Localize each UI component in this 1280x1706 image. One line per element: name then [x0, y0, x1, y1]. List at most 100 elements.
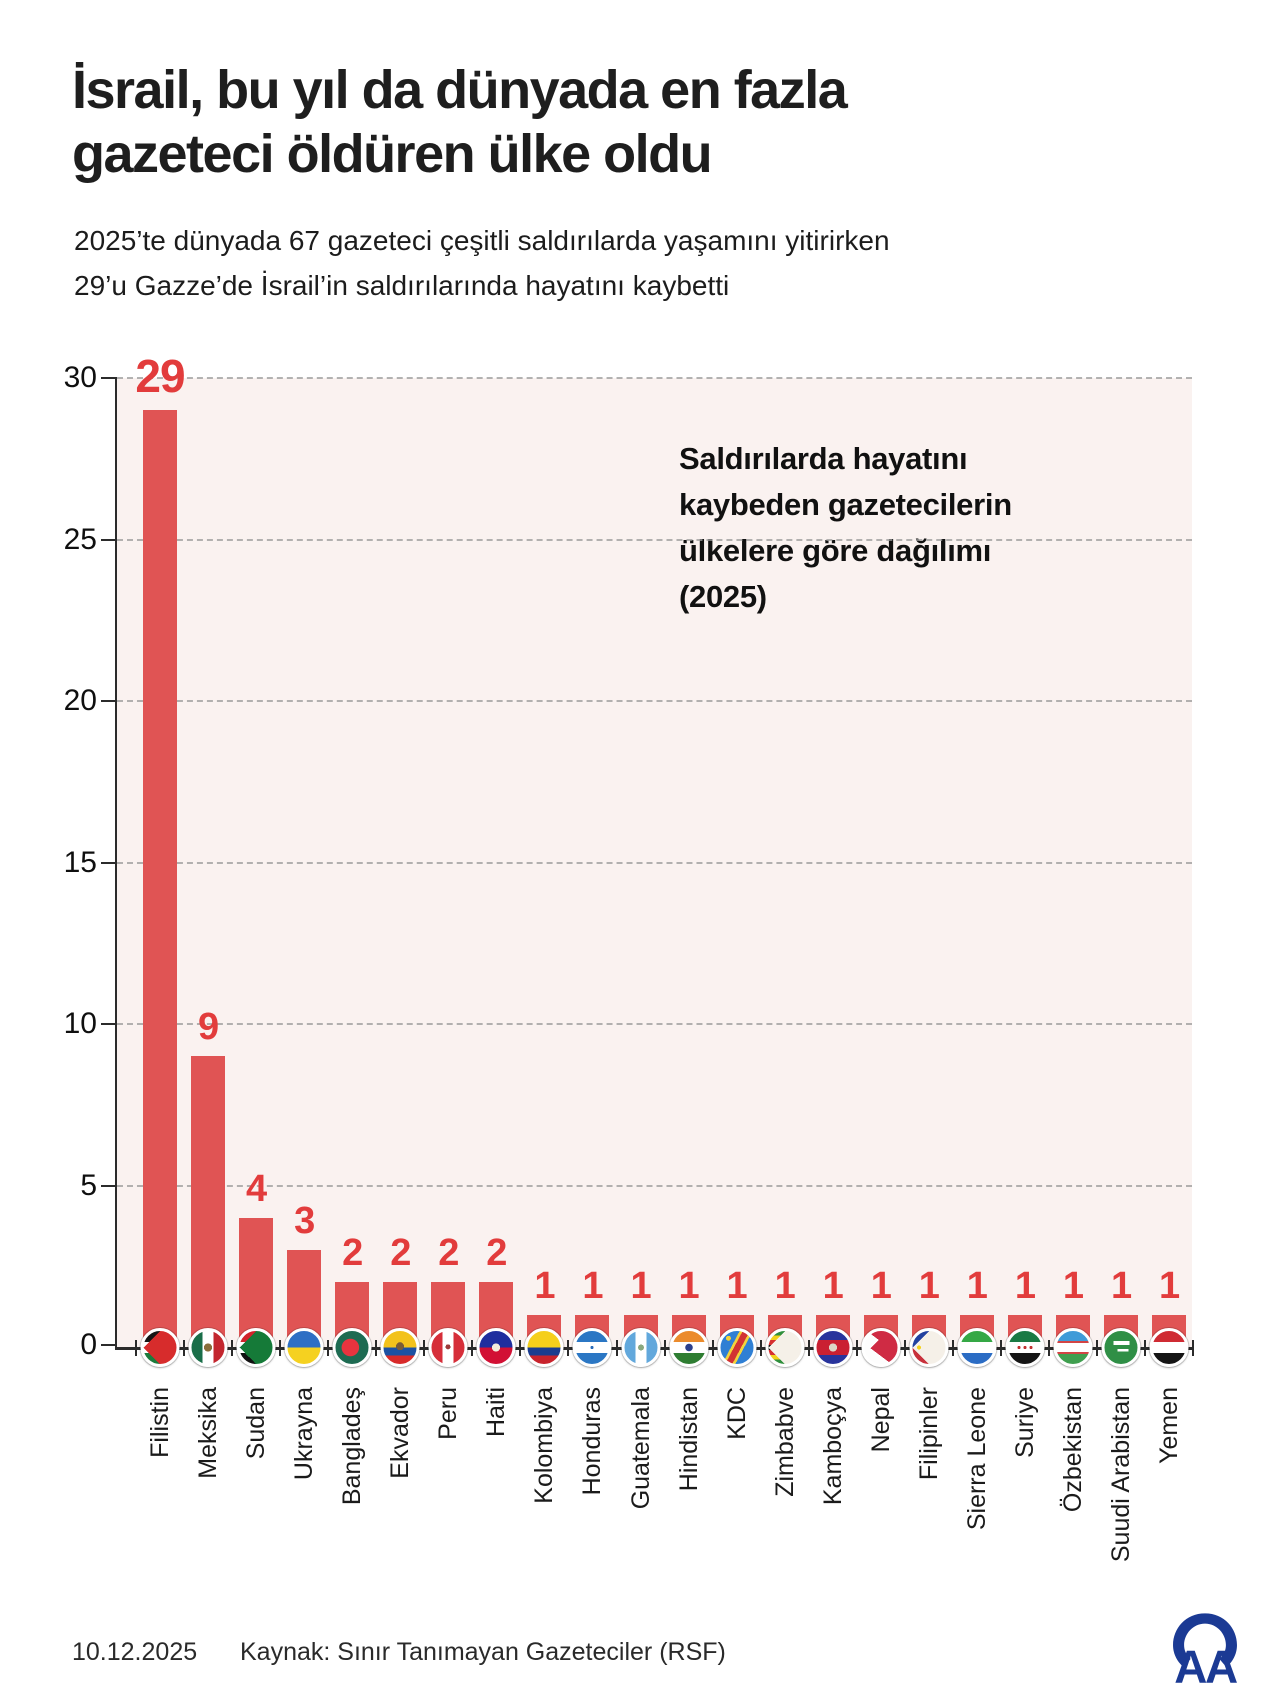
bar-value-label: 1: [870, 1264, 892, 1307]
bar-value-label: 1: [1158, 1264, 1180, 1307]
gridline-y-10: [117, 1023, 1192, 1025]
bar-value-label: 1: [1110, 1264, 1132, 1307]
bar-group-saudi-arabia: 1 Suudi Arabistan: [1097, 378, 1145, 1562]
y-axis-tick-10: [101, 1023, 117, 1025]
y-axis-tick-0: [101, 1344, 117, 1346]
x-axis-country-label: Suriye: [1010, 1387, 1039, 1458]
bar-group-ukraine: 3 Ukrayna: [280, 378, 328, 1480]
y-axis-label-10: 10: [63, 1007, 97, 1040]
bar-value-label: 1: [918, 1264, 940, 1307]
gridline-y-25: [117, 538, 1192, 541]
flag-mexico-icon: [188, 1328, 228, 1367]
flag-peru-icon: [428, 1328, 468, 1367]
flag-sudan-icon: [236, 1328, 276, 1367]
x-axis-tick: [375, 1340, 378, 1356]
bar-group-yemen: 1 Yemen: [1145, 378, 1193, 1464]
bar-group-uzbekistan: 1 Özbekistan: [1049, 378, 1097, 1512]
x-axis-country-label: Haiti: [482, 1387, 511, 1438]
y-axis-tick-15: [101, 861, 117, 864]
x-axis-country-label: Guatemala: [626, 1387, 655, 1510]
bar-value-label: 2: [390, 1232, 411, 1275]
flag-philippines-icon: [909, 1328, 949, 1367]
x-axis-country-label: Meksika: [194, 1387, 223, 1479]
flag-haiti-icon: [476, 1328, 516, 1367]
bar-group-colombia: 1 Kolombiya: [520, 378, 568, 1504]
x-axis-country-label: Peru: [434, 1387, 463, 1440]
x-axis-country-label: Hindistan: [674, 1387, 703, 1492]
bar-value-label: 2: [486, 1232, 507, 1275]
flag-ecuador-icon: [380, 1328, 420, 1367]
x-axis-tick: [135, 1340, 137, 1356]
x-axis-country-label: Yemen: [1155, 1387, 1184, 1464]
x-axis-country-label: Sierra Leone: [962, 1387, 991, 1531]
x-axis-tick: [1144, 1340, 1147, 1356]
flag-drc-icon: [717, 1328, 757, 1367]
chart-plot-area: Saldırılarda hayatını kaybeden gazetecil…: [64, 350, 1195, 1562]
aa-agency-logo-icon: AA: [1164, 1608, 1246, 1692]
y-axis-tick-25: [101, 538, 117, 541]
gridline-y-30: [117, 377, 1192, 380]
bar-value-label: 2: [438, 1232, 459, 1275]
x-axis-tick: [1047, 1340, 1050, 1356]
flag-uzbekistan-icon: [1053, 1328, 1093, 1367]
bar: [143, 410, 178, 1347]
flag-palestine-icon: [140, 1328, 180, 1367]
flag-colombia-icon: [524, 1328, 564, 1367]
y-axis-label-0: 0: [80, 1328, 97, 1361]
svg-text:AA: AA: [1174, 1640, 1237, 1686]
source-credit: Kaynak: Sınır Tanımayan Gazeteciler (RSF…: [240, 1638, 726, 1666]
flag-india-icon: [669, 1328, 709, 1367]
flag-bangladesh-icon: [332, 1328, 372, 1367]
x-axis-tick: [807, 1340, 810, 1356]
gridline-y-15: [117, 861, 1192, 864]
x-axis-tick: [183, 1340, 186, 1356]
bar-value-label: 1: [534, 1264, 555, 1307]
bar-value-label: 4: [246, 1167, 267, 1210]
x-axis-tick: [567, 1340, 570, 1356]
chart-annotation: Saldırılarda hayatını kaybeden gazetecil…: [679, 441, 1012, 614]
bar-value-label: 1: [822, 1264, 844, 1307]
x-axis-country-label: Ukrayna: [290, 1387, 319, 1481]
x-axis-tick: [903, 1340, 906, 1356]
x-axis-tick: [519, 1340, 522, 1356]
flag-guatemala-icon: [621, 1328, 661, 1367]
x-axis-country-label: KDC: [722, 1387, 751, 1440]
x-axis-tick: [471, 1340, 474, 1356]
y-axis-tick-20: [101, 700, 117, 702]
bar-group-guatemala: 1 Guatemala: [617, 378, 665, 1509]
x-axis-tick: [423, 1340, 426, 1356]
bar-group-mexico: 9 Meksika: [184, 378, 232, 1479]
bar-group-palestine: 29 Filistin: [135, 350, 185, 1458]
bar-group-peru: 2 Peru: [424, 378, 472, 1440]
x-axis-country-label: Nepal: [866, 1387, 895, 1453]
x-axis-tick: [1192, 1340, 1195, 1356]
x-axis-country-label: Filipinler: [914, 1387, 943, 1481]
flag-nepal-icon: [861, 1328, 901, 1367]
x-axis-tick: [663, 1340, 666, 1356]
bar-group-honduras: 1 Honduras: [568, 378, 616, 1495]
y-axis-tick-5: [101, 1184, 117, 1187]
flag-saudi-arabia-icon: [1101, 1328, 1141, 1367]
x-axis-country-label: Honduras: [578, 1387, 607, 1496]
bar-value-label: 1: [1062, 1264, 1084, 1307]
x-axis-country-label: Suudi Arabistan: [1107, 1387, 1136, 1563]
y-axis-label-25: 25: [63, 522, 97, 556]
x-axis-country-label: Ekvador: [386, 1387, 415, 1479]
x-axis-country-label: Sudan: [242, 1387, 271, 1460]
gridline-y-5: [117, 1184, 1192, 1187]
bar-value-label: 1: [726, 1264, 748, 1307]
flag-syria-icon: [1005, 1328, 1045, 1367]
x-axis-country-label: Bangladeş: [338, 1387, 367, 1506]
bar-group-cambodia: 1 Kamboçya: [809, 378, 857, 1505]
bar-value-label: 1: [582, 1264, 603, 1307]
bar-group-bangladesh: 2 Bangladeş: [328, 378, 376, 1505]
y-axis-label-15: 15: [63, 845, 97, 879]
bar-value-label: 1: [678, 1264, 699, 1307]
bar-group-philippines: 1 Filipinler: [905, 378, 953, 1480]
x-axis-tick: [855, 1340, 858, 1356]
x-axis-country-label: Zimbabve: [770, 1387, 799, 1497]
bar-value-label: 3: [294, 1200, 315, 1243]
x-axis-country-label: Kolombiya: [530, 1387, 559, 1504]
bar-value-label: 1: [966, 1264, 988, 1307]
